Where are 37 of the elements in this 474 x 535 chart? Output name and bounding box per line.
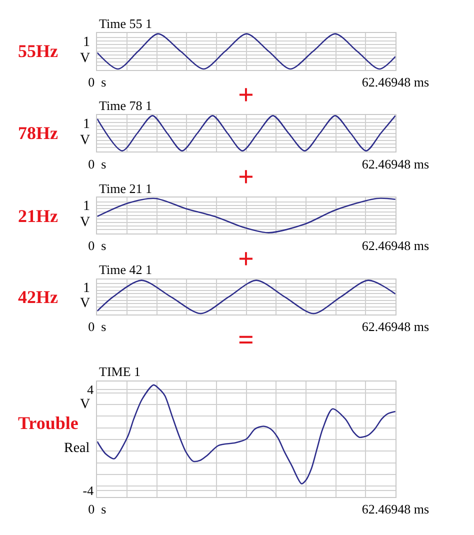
text: 1 [83,35,90,50]
text: 55Hz [18,41,58,61]
text: 1 [83,281,90,296]
x-tick-label: 62.46948 ms [362,319,430,334]
text: 42Hz [18,287,58,307]
text: 1 [83,117,90,132]
y-tick-label: 4 [87,382,94,398]
x-tick-label: 62.46948 ms [362,156,430,172]
x-tick-label: 62.46948 ms [362,238,430,254]
x-tick-label: 0 s [88,156,106,172]
y-axis-title: V [80,397,90,412]
text: Trouble [18,413,78,433]
x-tick-label: 0 s [88,74,106,90]
chart-title: Time 42 1 [99,262,152,277]
x-tick-label: 0 s [88,502,106,517]
chart-title: Time 55 1 [99,16,152,31]
chart-title: TIME 1 [99,364,141,379]
x-tick-label: 62.46948 ms [362,502,430,517]
x-tick-label: 62.46948 ms [362,74,430,90]
line-series [97,384,396,484]
x-tick-label: 0 s [88,319,106,334]
text: + [238,162,254,193]
y-tick-label: -4 [82,482,94,498]
y-axis-title: V [80,51,90,66]
text: 78Hz [18,123,58,143]
chart-title: Time 21 1 [99,181,152,196]
y-axis-title: V [80,296,90,311]
chart-title: Time 78 1 [99,98,152,113]
text: + [238,80,254,111]
x-tick-label: 0 s [88,238,106,254]
text: + [238,244,254,275]
text: Real [64,441,90,456]
text: 21Hz [18,206,58,226]
y-axis-title: V [80,133,90,148]
y-axis-title: V [80,215,90,230]
text: 1 [83,199,90,214]
text: = [238,325,254,356]
